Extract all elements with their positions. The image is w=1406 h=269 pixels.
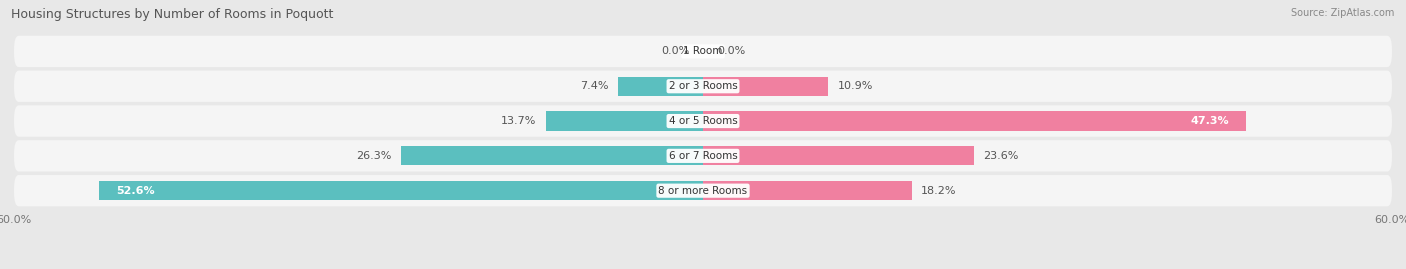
Text: Source: ZipAtlas.com: Source: ZipAtlas.com xyxy=(1291,8,1395,18)
FancyBboxPatch shape xyxy=(14,175,1392,206)
Text: 13.7%: 13.7% xyxy=(501,116,537,126)
FancyBboxPatch shape xyxy=(14,105,1392,137)
Text: 10.9%: 10.9% xyxy=(838,81,873,91)
Text: 47.3%: 47.3% xyxy=(1191,116,1229,126)
Bar xyxy=(401,146,703,165)
Text: 0.0%: 0.0% xyxy=(717,47,745,56)
Bar xyxy=(546,111,703,131)
Text: 18.2%: 18.2% xyxy=(921,186,956,196)
FancyBboxPatch shape xyxy=(14,36,1392,67)
Text: 52.6%: 52.6% xyxy=(117,186,155,196)
Text: 8 or more Rooms: 8 or more Rooms xyxy=(658,186,748,196)
Text: 1 Room: 1 Room xyxy=(683,47,723,56)
Text: 26.3%: 26.3% xyxy=(357,151,392,161)
FancyBboxPatch shape xyxy=(14,140,1392,172)
Text: 2 or 3 Rooms: 2 or 3 Rooms xyxy=(669,81,737,91)
Text: 0.0%: 0.0% xyxy=(661,47,689,56)
Text: 7.4%: 7.4% xyxy=(581,81,609,91)
Text: Housing Structures by Number of Rooms in Poquott: Housing Structures by Number of Rooms in… xyxy=(11,8,333,21)
FancyBboxPatch shape xyxy=(14,70,1392,102)
Bar xyxy=(98,181,703,200)
Text: 23.6%: 23.6% xyxy=(983,151,1018,161)
Bar xyxy=(703,181,912,200)
Bar xyxy=(703,111,1246,131)
Text: 4 or 5 Rooms: 4 or 5 Rooms xyxy=(669,116,737,126)
Bar xyxy=(703,146,974,165)
Bar xyxy=(619,77,703,96)
Bar xyxy=(703,77,828,96)
Text: 6 or 7 Rooms: 6 or 7 Rooms xyxy=(669,151,737,161)
